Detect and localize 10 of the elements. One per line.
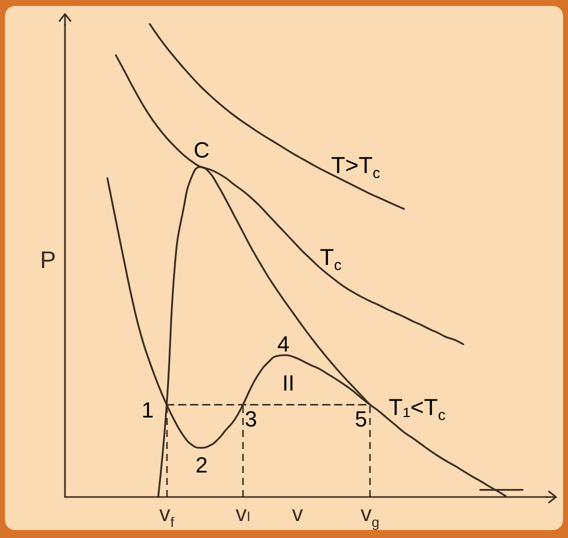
annotation: 2	[195, 452, 208, 478]
annotation: 4	[277, 332, 290, 357]
x-tick-label: vₗ	[236, 501, 250, 526]
annotation: 5	[354, 406, 368, 432]
y-axis-title: P	[40, 247, 56, 274]
annotation: II	[282, 370, 294, 396]
x-axis-title: v	[292, 501, 303, 526]
annotation: C	[194, 137, 210, 162]
annotation: 1	[142, 397, 154, 422]
annotation: 3	[244, 406, 258, 432]
